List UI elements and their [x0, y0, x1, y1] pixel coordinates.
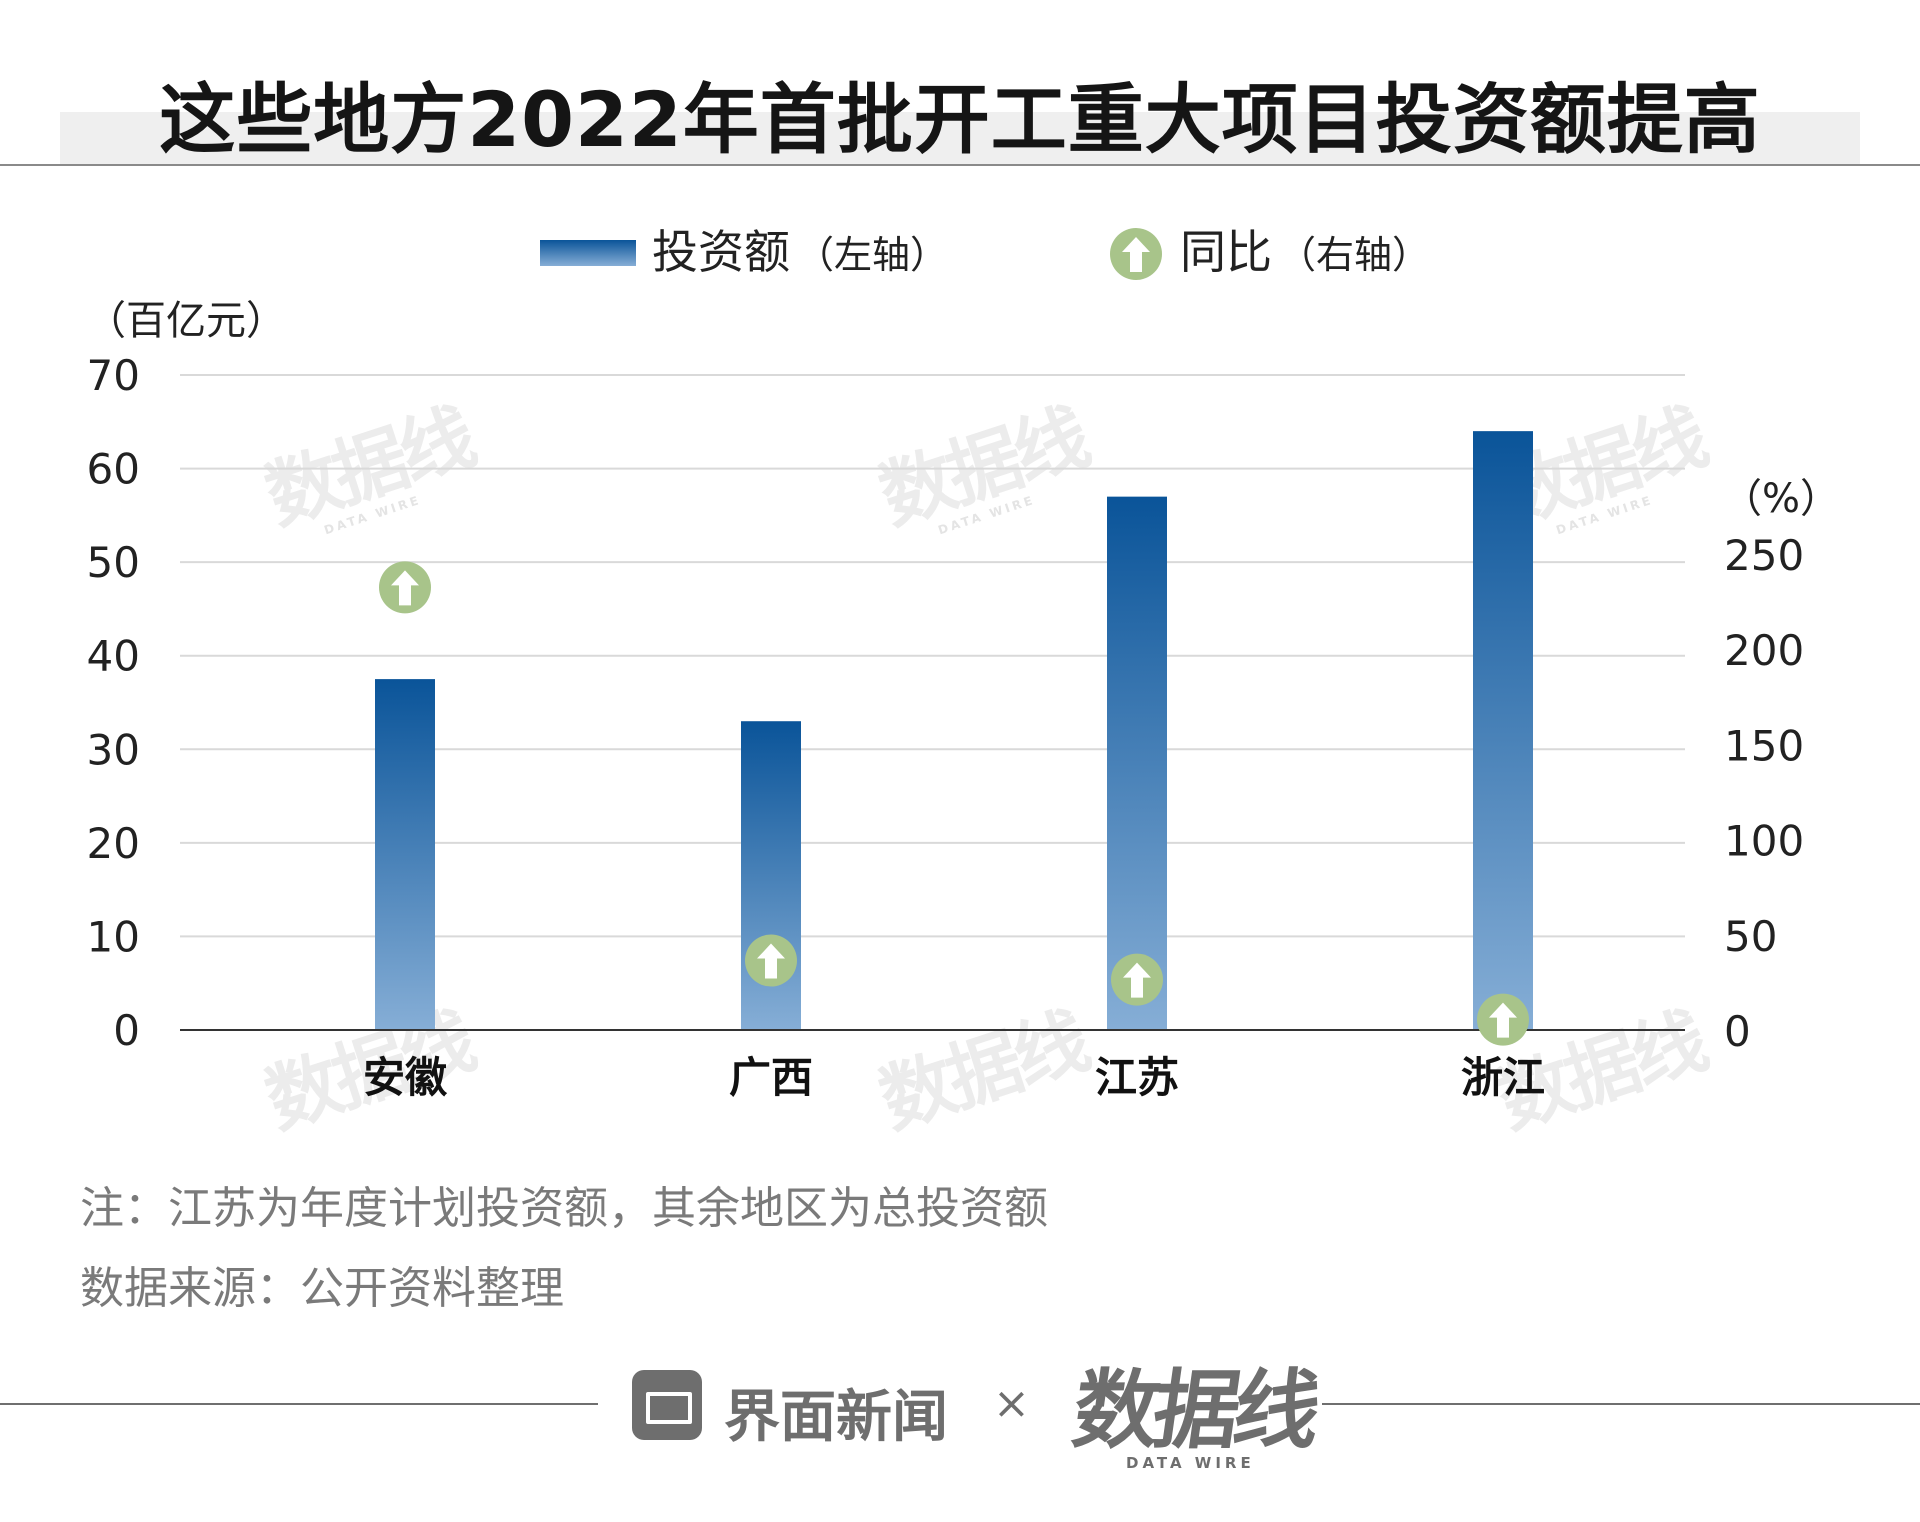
left-tick-label: 50: [87, 538, 140, 587]
category-labels: 安徽 广西 江苏 浙江: [363, 1053, 1545, 1102]
right-axis-unit: （%）: [1722, 476, 1840, 522]
yoy-markers: [379, 561, 1529, 1046]
legend-bar-label: 投资额: [652, 225, 790, 279]
footer-divider-left: [0, 1403, 598, 1405]
right-axis-ticks: 0 50 100 150 200 250: [1724, 531, 1804, 1056]
left-tick-label: 60: [87, 445, 140, 494]
bars: [375, 431, 1533, 1031]
title-divider: [0, 164, 1920, 166]
data-wire-logo-sub: DATA WIRE: [1126, 1454, 1255, 1472]
title-band: [60, 112, 1860, 164]
legend-bar-swatch: [540, 240, 636, 266]
category-label: 浙江: [1461, 1053, 1545, 1102]
yoy-up-arrow-icon: [379, 561, 431, 614]
times-sign: ×: [993, 1378, 1030, 1429]
footer-divider-right: [1322, 1403, 1920, 1405]
legend: 投资额 （左轴） 同比 （右轴）: [540, 225, 1430, 280]
legend-marker-label: 同比: [1180, 225, 1272, 279]
right-tick-label: 150: [1724, 721, 1804, 770]
bar: [375, 679, 435, 1030]
left-tick-label: 70: [87, 351, 140, 400]
category-label: 广西: [729, 1053, 813, 1102]
yoy-marker-arrow: [757, 943, 785, 979]
left-tick-label: 40: [87, 632, 140, 681]
left-axis-unit: （百亿元）: [86, 298, 286, 344]
yoy-up-arrow-icon: [745, 934, 797, 987]
footnote: 注：江苏为年度计划投资额，其余地区为总投资额: [80, 1183, 1048, 1234]
legend-marker-axis: （右轴）: [1278, 233, 1430, 277]
right-tick-label: 0: [1724, 1007, 1751, 1056]
chart: 投资额 （左轴） 同比 （右轴） （百亿元） （%） 0 10 20 30 40 50 60…: [86, 225, 1840, 1102]
category-label: 安徽: [363, 1053, 448, 1102]
right-tick-label: 100: [1724, 817, 1804, 866]
yoy-up-arrow-icon: [1111, 953, 1163, 1006]
legend-up-arrow-icon: [1110, 228, 1162, 280]
data-source: 数据来源：公开资料整理: [80, 1263, 564, 1314]
chart-title: 这些地方2022年首批开工重大项目投资额提高: [159, 75, 1761, 164]
left-axis-ticks: 0 10 20 30 40 50 60 70: [87, 351, 140, 1055]
data-wire-logo: 数据线: [1066, 1361, 1321, 1461]
yoy-marker-arrow: [391, 570, 419, 606]
brand-name: 界面新闻: [724, 1385, 948, 1450]
left-tick-label: 30: [87, 725, 140, 774]
right-tick-label: 200: [1724, 626, 1804, 675]
left-tick-label: 10: [87, 912, 140, 961]
bar: [1107, 496, 1167, 1031]
yoy-up-arrow-icon: [1477, 993, 1529, 1046]
right-tick-label: 50: [1724, 912, 1777, 961]
bar: [1473, 431, 1533, 1031]
jiemian-logo-icon: [632, 1370, 702, 1440]
yoy-marker-arrow: [1489, 1002, 1517, 1038]
right-tick-label: 250: [1724, 531, 1804, 580]
legend-bar-axis: （左轴）: [796, 233, 948, 277]
left-tick-label: 0: [113, 1006, 140, 1055]
category-label: 江苏: [1095, 1053, 1179, 1102]
yoy-marker-arrow: [1123, 962, 1151, 998]
left-tick-label: 20: [87, 819, 140, 868]
